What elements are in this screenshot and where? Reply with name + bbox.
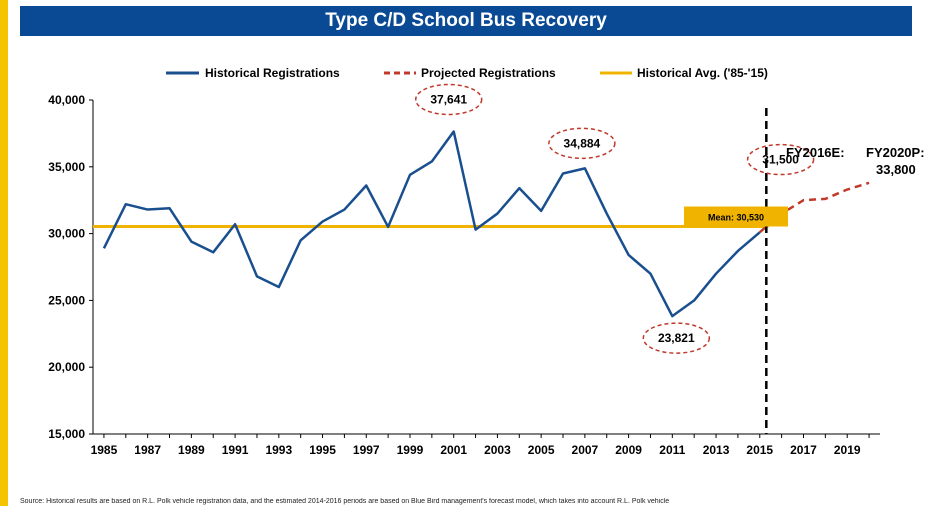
annotation-circle-fy2016: [746, 143, 815, 176]
x-tick-label: 1987: [134, 443, 161, 457]
annotation-label-peak-2007: 34,884: [564, 136, 601, 150]
annotation-circle-peak-2001: [414, 83, 483, 116]
source-note: Source: Historical results are based on …: [20, 498, 670, 505]
x-tick-label: 2003: [484, 443, 511, 457]
fy2020-label: FY2020P:: [866, 145, 925, 160]
x-tick-label: 1999: [397, 443, 424, 457]
y-tick-label: 30,000: [48, 227, 85, 241]
legend-label-average: Historical Avg. ('85-'15): [637, 66, 768, 80]
fy2020-value: 33,800: [876, 162, 916, 177]
x-tick-label: 2019: [834, 443, 861, 457]
x-tick-label: 2013: [703, 443, 730, 457]
x-tick-label: 2005: [528, 443, 555, 457]
left-accent-bar: [0, 0, 8, 506]
chart-title: Type C/D School Bus Recovery: [20, 6, 912, 36]
y-tick-label: 20,000: [48, 360, 85, 374]
x-tick-label: 2015: [746, 443, 773, 457]
mean-label-box: [684, 206, 788, 227]
x-tick-label: 1995: [309, 443, 336, 457]
annotation-label-low-2011: 23,821: [658, 331, 695, 345]
x-tick-label: 1989: [178, 443, 205, 457]
y-tick-label: 40,000: [48, 93, 85, 107]
y-tick-label: 25,000: [48, 293, 85, 307]
annotation-label-fy2016: 31,500: [762, 153, 799, 167]
x-tick-label: 2017: [790, 443, 817, 457]
projected-registrations-line: [758, 181, 870, 234]
legend-label-historical: Historical Registrations: [205, 66, 340, 80]
x-tick-label: 1985: [91, 443, 118, 457]
x-tick-label: 2009: [615, 443, 642, 457]
legend-label-projected: Projected Registrations: [421, 66, 556, 80]
annotation-circle-peak-2007: [548, 127, 616, 160]
annotation-label-peak-2001: 37,641: [430, 93, 467, 107]
x-tick-label: 2007: [572, 443, 599, 457]
annotation-circle-low-2011: [642, 322, 711, 354]
y-tick-label: 35,000: [48, 160, 85, 174]
x-tick-label: 1991: [222, 443, 249, 457]
x-tick-label: 2011: [659, 443, 685, 457]
x-tick-label: 1993: [265, 443, 292, 457]
fy2016-label: FY2016E:: [786, 145, 845, 160]
historical-registrations-line: [102, 130, 761, 318]
x-tick-label: 1997: [353, 443, 380, 457]
legend: Historical Registrations Projected Regis…: [166, 66, 768, 80]
mean-label: Mean: 30,530: [708, 213, 764, 223]
y-tick-label: 15,000: [48, 427, 85, 441]
x-tick-label: 2001: [440, 443, 467, 457]
